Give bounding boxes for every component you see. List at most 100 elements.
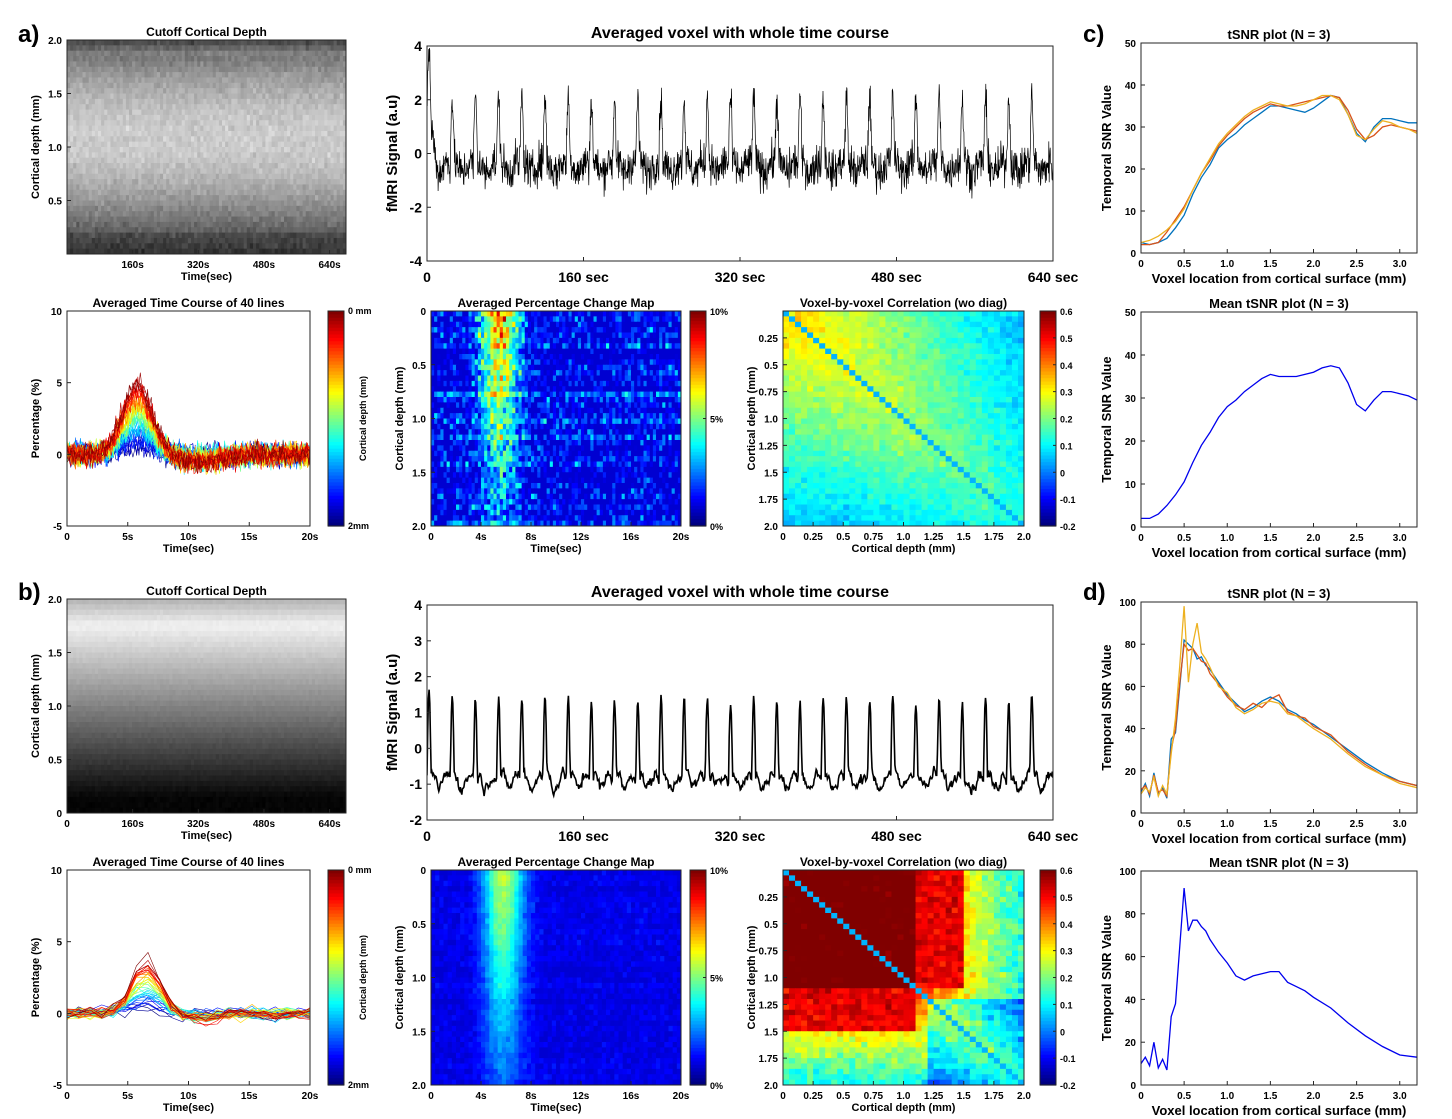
a-timecourse-colorbar-step bbox=[328, 381, 344, 386]
a-cutoff-cell bbox=[181, 163, 186, 169]
a-cutoff-cell bbox=[203, 125, 207, 132]
a-cutoff-cell bbox=[144, 227, 149, 234]
a-pctmap-cell bbox=[452, 337, 457, 344]
a-cutoff-cell bbox=[107, 152, 111, 159]
a-pctmap-cell bbox=[559, 370, 563, 376]
a-cutoff-cell bbox=[141, 82, 145, 89]
a-cutoff-cell bbox=[160, 50, 164, 57]
a-cutoff-cell bbox=[240, 227, 245, 234]
a-pctmap-cell bbox=[537, 359, 541, 366]
a-cutoff-cell bbox=[76, 66, 80, 73]
a-timecourse-colorbar-step bbox=[328, 321, 344, 326]
a-cutoff-cell bbox=[308, 77, 313, 84]
a-cutoff-cell bbox=[277, 173, 282, 180]
a-cutoff-cell bbox=[287, 56, 291, 62]
a-cutoff-cell bbox=[187, 120, 192, 127]
a-cutoff-cell bbox=[311, 66, 316, 73]
a-cutoff-cell bbox=[209, 50, 214, 57]
a-pctmap-cell bbox=[459, 354, 463, 360]
a-pctmap-cell bbox=[437, 375, 441, 382]
a-cutoff-cell bbox=[333, 130, 338, 137]
a-pctmap-cell bbox=[571, 311, 576, 317]
a-cutoff-cell bbox=[141, 173, 145, 180]
a-cutoff-cell bbox=[256, 248, 260, 254]
a-cutoff-cell bbox=[256, 200, 260, 207]
a-cutoff-cell bbox=[70, 45, 74, 52]
a-pctmap-cell bbox=[549, 364, 554, 371]
a-cutoff-cell bbox=[228, 184, 232, 191]
a-cutoff-cell bbox=[147, 98, 152, 105]
a-cutoff-cell bbox=[333, 173, 338, 180]
a-cutoff-cell bbox=[305, 248, 310, 254]
a-cutoff-cell bbox=[206, 66, 211, 73]
a-cutoff-cell bbox=[138, 243, 142, 250]
a-cutoff-cell bbox=[197, 93, 201, 100]
a-cutoff-cell bbox=[104, 141, 108, 148]
a-cutoff-cell bbox=[231, 232, 235, 239]
a-cutoff-cell bbox=[237, 216, 242, 223]
a-cutoff-cell bbox=[138, 88, 142, 94]
a-cutoff-cell bbox=[265, 141, 269, 148]
a-pctmap-cell bbox=[431, 337, 435, 344]
a-cutoff-cell bbox=[302, 173, 307, 180]
a-pctmap-cell bbox=[606, 343, 610, 350]
a-cutoff-cell bbox=[153, 200, 158, 207]
a-pctmap-cell bbox=[487, 375, 491, 382]
a-pctmap-cell bbox=[521, 327, 526, 333]
a-cutoff-cell bbox=[206, 104, 211, 111]
a-pctmap-cell bbox=[656, 311, 660, 317]
a-cutoff-cell bbox=[197, 232, 201, 239]
a-cutoff-cell bbox=[330, 200, 335, 207]
a-cutoff-cell bbox=[342, 168, 346, 175]
a-cutoff-cell bbox=[209, 243, 214, 250]
a-cutoff-cell bbox=[79, 195, 83, 201]
a-cutoff-cell bbox=[228, 157, 232, 164]
a-pctmap-cell bbox=[546, 311, 551, 317]
a-pctmap-cell bbox=[506, 332, 510, 339]
a-pctmap-cell bbox=[577, 375, 582, 382]
a-cutoff-cell bbox=[206, 248, 211, 254]
a-cutoff-cell bbox=[147, 77, 152, 84]
a-pctmap-cell bbox=[534, 380, 538, 387]
a-cutoff-cell bbox=[228, 173, 232, 180]
a-cutoff-cell bbox=[271, 40, 276, 46]
a-cutoff-cell bbox=[274, 221, 279, 228]
a-cutoff-cell bbox=[119, 93, 124, 100]
a-cutoff-cell bbox=[153, 56, 158, 62]
a-pctmap-cell bbox=[674, 348, 679, 355]
a-pctmap-cell bbox=[584, 364, 588, 371]
a-cutoff-cell bbox=[169, 72, 173, 78]
a-cutoff-cell bbox=[156, 141, 161, 148]
a-cutoff-cell bbox=[70, 104, 74, 111]
a-cutoff-cell bbox=[262, 237, 266, 244]
a-cutoff-cell bbox=[107, 77, 111, 84]
a-pctmap-cell bbox=[443, 337, 448, 344]
a-cutoff-cell bbox=[212, 109, 217, 116]
a-cutoff-cell bbox=[144, 141, 149, 148]
a-pctmap-cell bbox=[584, 321, 588, 328]
a-cutoff-cell bbox=[342, 227, 346, 234]
a-pctmap-cell bbox=[459, 343, 463, 350]
a-cutoff-cell bbox=[76, 205, 80, 212]
a-cutoff-cell bbox=[206, 45, 211, 52]
a-pctmap-cell bbox=[559, 311, 563, 317]
a-cutoff-cell bbox=[200, 114, 204, 121]
a-pctmap-cell bbox=[443, 316, 448, 323]
a-timecourse-colorbar-step bbox=[328, 462, 344, 467]
a-cutoff-cell bbox=[218, 72, 223, 78]
a-cutoff-cell bbox=[147, 61, 152, 68]
a-cutoff-cell bbox=[339, 98, 344, 105]
a-pctmap-cell bbox=[452, 316, 457, 323]
a-pctmap-cell bbox=[515, 364, 519, 371]
a-cutoff-cell bbox=[116, 237, 121, 244]
a-cutoff-cell bbox=[290, 205, 294, 212]
a-pctmap-cell bbox=[537, 375, 541, 382]
a-cutoff-cell bbox=[122, 227, 127, 234]
a-cutoff-cell bbox=[302, 93, 307, 100]
a-cutoff-cell bbox=[296, 141, 300, 148]
a-cutoff-cell bbox=[290, 248, 294, 254]
a-cutoff-cell bbox=[253, 125, 257, 132]
a-cutoff-cell bbox=[256, 232, 260, 239]
a-cutoff-cell bbox=[144, 157, 149, 164]
a-pctmap-cell bbox=[515, 348, 519, 355]
